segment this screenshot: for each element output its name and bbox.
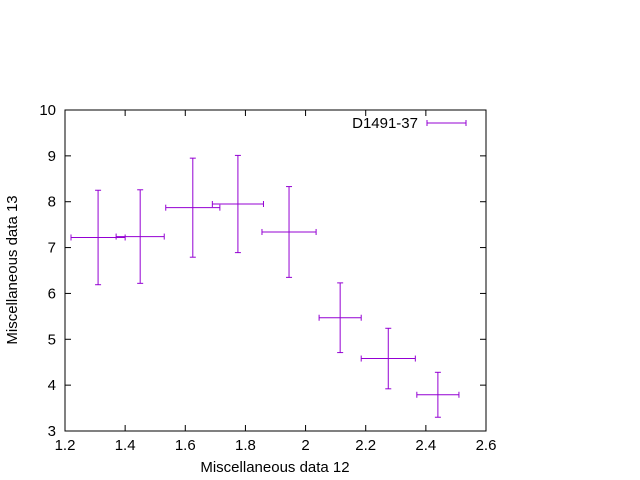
- data-point: [360, 327, 416, 390]
- y-tick-label: 4: [48, 377, 56, 394]
- plot-frame: [64, 109, 487, 432]
- x-ticks: 1.2 1.4 1.6 1.8 2 2.2 2.4 2.6: [55, 110, 497, 454]
- y-tick-label: 8: [48, 194, 56, 211]
- y-tick-label: 7: [48, 240, 56, 257]
- y-ticks: 3 4 5 6 7 8 9 10: [39, 102, 486, 440]
- series-d1491-37: [70, 154, 460, 418]
- y-tick-label: 3: [48, 423, 56, 440]
- y-tick-label: 5: [48, 331, 56, 348]
- x-tick-label: 1.2: [55, 437, 76, 454]
- legend-sample: [426, 120, 467, 126]
- data-point: [115, 189, 165, 284]
- legend-label: D1491-37: [352, 115, 418, 132]
- y-tick-label: 10: [39, 102, 56, 119]
- axes: [64, 109, 487, 432]
- y-tick-label: 6: [48, 285, 56, 302]
- x-tick-label: 2.4: [415, 437, 436, 454]
- data-point: [70, 189, 126, 286]
- x-tick-label: 2.6: [476, 437, 497, 454]
- x-tick-label: 2: [301, 437, 309, 454]
- legend: D1491-37: [352, 115, 467, 132]
- x-tick-label: 1.8: [235, 437, 256, 454]
- data-point: [318, 282, 362, 354]
- y-tick-label: 9: [48, 148, 56, 165]
- data-point: [211, 154, 264, 254]
- x-axis-label: Miscellaneous data 12: [200, 459, 349, 476]
- x-tick-label: 1.4: [115, 437, 136, 454]
- x-tick-label: 1.6: [175, 437, 196, 454]
- data-point: [416, 371, 460, 418]
- data-point: [165, 157, 221, 258]
- y-axis-label: Miscellaneous data 13: [4, 195, 21, 344]
- x-tick-label: 2.2: [355, 437, 376, 454]
- data-point: [261, 186, 317, 278]
